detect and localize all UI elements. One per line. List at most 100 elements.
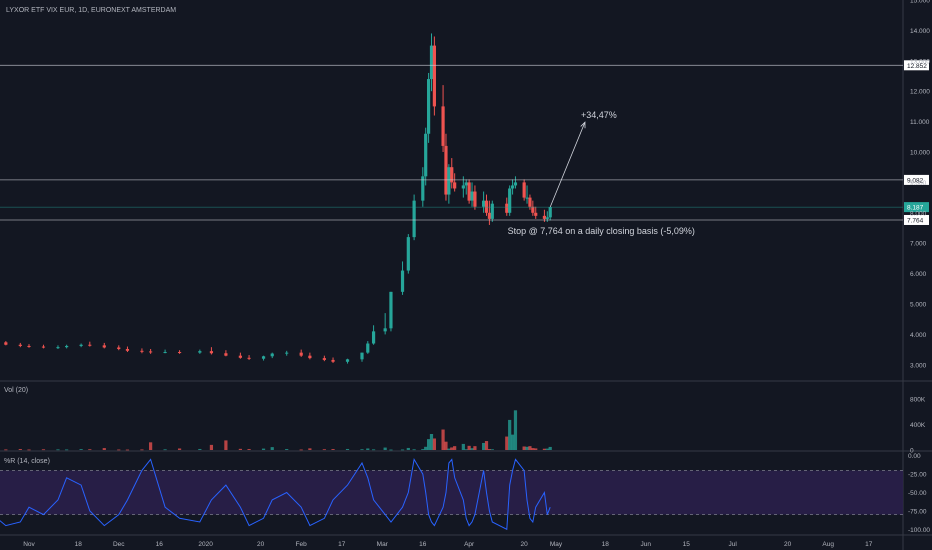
volume-bar-layer bbox=[4, 410, 552, 451]
chart-title: LYXOR ETF VIX EUR, 1D, EURONEXT AMSTERDA… bbox=[6, 7, 176, 14]
candle-layer bbox=[4, 33, 552, 364]
level-tag bbox=[904, 214, 929, 225]
volume-bar bbox=[149, 442, 153, 450]
candle-body bbox=[421, 176, 425, 201]
volume-bar bbox=[389, 449, 393, 451]
x-tick-label: Apr bbox=[464, 541, 475, 548]
volume-bar bbox=[531, 448, 535, 450]
volume-bar bbox=[467, 445, 471, 450]
candle-body bbox=[117, 347, 121, 349]
candle-body bbox=[125, 348, 130, 351]
candle-body bbox=[473, 191, 477, 207]
candle-body bbox=[400, 270, 405, 292]
volume-bar bbox=[308, 448, 312, 450]
volume-bar bbox=[117, 449, 121, 451]
volume-bar bbox=[432, 438, 436, 450]
price-tick-label: 7.000 bbox=[910, 241, 927, 248]
x-tick-label: 18 bbox=[602, 541, 610, 548]
volume-bar bbox=[508, 419, 512, 450]
candle-body bbox=[441, 106, 445, 146]
volume-bar bbox=[470, 448, 474, 450]
candle-body bbox=[429, 45, 434, 80]
volume-bar bbox=[473, 446, 477, 450]
candle-body bbox=[149, 351, 153, 353]
level-tag bbox=[904, 174, 929, 185]
level-tag bbox=[904, 60, 929, 71]
volume-bar bbox=[360, 449, 364, 451]
candle-body bbox=[513, 182, 518, 186]
volume-bar bbox=[345, 448, 350, 450]
candle-body bbox=[65, 345, 69, 348]
volume-bar bbox=[545, 448, 549, 450]
williams-r-line-layer bbox=[0, 457, 551, 531]
candle-body bbox=[522, 182, 526, 198]
candle-body bbox=[484, 200, 489, 213]
candle-body bbox=[424, 133, 428, 177]
volume-bar bbox=[528, 446, 532, 450]
price-tick-label: 6.000 bbox=[910, 271, 927, 278]
current-price-label: 8.187 bbox=[907, 205, 924, 212]
candle-body bbox=[41, 346, 46, 348]
candle-body bbox=[470, 191, 474, 201]
volume-tick-label: 0 bbox=[910, 448, 914, 455]
x-tick-label: Feb bbox=[296, 541, 308, 548]
candle-body bbox=[510, 185, 515, 189]
x-tick-label: Jun bbox=[641, 541, 652, 548]
candle-body bbox=[366, 343, 370, 353]
volume-bar bbox=[65, 449, 69, 451]
price-tick-label: 11.000 bbox=[910, 119, 930, 126]
volume-bar bbox=[534, 448, 538, 450]
candle-body bbox=[525, 197, 529, 199]
price-tick-label: 8.000 bbox=[910, 210, 927, 217]
target-percent-label: +34,47% bbox=[581, 110, 617, 120]
candle-body bbox=[548, 207, 552, 218]
candle-body bbox=[198, 351, 202, 353]
price-tick-label: 14.000 bbox=[910, 28, 930, 35]
volume-bar bbox=[421, 449, 425, 450]
target-arrow-head bbox=[580, 121, 586, 129]
candle-body bbox=[18, 344, 22, 346]
x-tick-label: May bbox=[550, 541, 563, 548]
volume-bar bbox=[371, 449, 376, 451]
volume-bar bbox=[525, 446, 529, 450]
candle-body bbox=[299, 352, 303, 356]
volume-bar bbox=[285, 449, 289, 450]
volume-bar bbox=[247, 449, 251, 450]
axis-layer: 3.000 4.000 5.000 6.000 7.000 8.000 9.000 10.00… bbox=[23, 0, 930, 548]
volume-bar bbox=[88, 449, 92, 451]
candle-body bbox=[4, 342, 8, 345]
candle-body bbox=[432, 45, 436, 107]
candle-body bbox=[406, 237, 410, 271]
candle-body bbox=[505, 203, 509, 213]
williams-r-tick-label: -75.00 bbox=[908, 508, 927, 515]
x-tick-label: Aug bbox=[822, 541, 834, 548]
candle-body bbox=[412, 200, 416, 238]
williams-r-tick-label: -100.00 bbox=[908, 527, 930, 534]
candle-body bbox=[542, 215, 547, 219]
volume-bar bbox=[366, 448, 370, 450]
williams-r-band-layer bbox=[0, 470, 903, 515]
candle-body bbox=[528, 197, 532, 207]
candle-body bbox=[508, 188, 512, 213]
volume-bar bbox=[453, 446, 457, 450]
x-tick-label: Nov bbox=[23, 541, 35, 548]
volume-bar bbox=[261, 448, 266, 450]
williams-r-line bbox=[0, 457, 551, 531]
candle-body bbox=[140, 350, 144, 352]
volume-bar bbox=[383, 447, 387, 450]
candle-body bbox=[163, 352, 167, 354]
x-tick-label: 17 bbox=[865, 541, 873, 548]
candle-body bbox=[360, 352, 364, 360]
volume-bar bbox=[322, 449, 326, 451]
volume-pane-title: Vol (20) bbox=[4, 387, 28, 394]
candle-body bbox=[88, 344, 92, 346]
volume-bar bbox=[4, 449, 8, 451]
volume-bar bbox=[270, 447, 274, 450]
candle-body bbox=[322, 358, 326, 360]
volume-bar bbox=[447, 448, 451, 450]
x-tick-label: Jul bbox=[728, 541, 737, 548]
target-arrow-line bbox=[549, 122, 586, 208]
candle-body bbox=[426, 79, 431, 134]
volume-bar bbox=[510, 434, 515, 450]
